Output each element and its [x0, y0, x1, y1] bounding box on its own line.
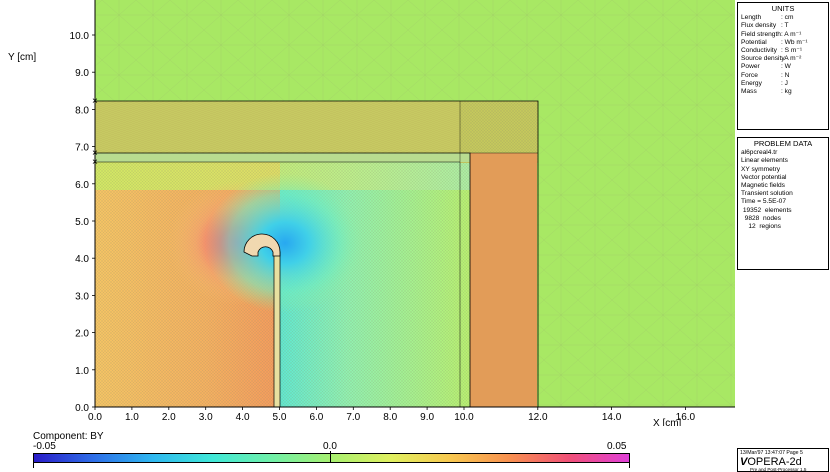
x-tick-label: 14.0 [602, 412, 622, 423]
conductor-head [243, 233, 281, 257]
problem-data-line: Transient solution [741, 190, 793, 198]
unit-name: Force [741, 71, 758, 79]
problem-data-line: Magnetic fields [741, 182, 785, 190]
colorbar-min-label: -0.05 [33, 441, 56, 452]
y-tick-label: 5.0 [75, 217, 89, 228]
unit-name: Energy [741, 79, 762, 87]
y-tick-label: 2.0 [75, 329, 89, 340]
unit-value: : W [781, 63, 791, 71]
y-tick-label: 0.0 [75, 403, 89, 414]
x-axis-label: X [cm] [653, 418, 682, 426]
problem-data-line: al6pcreal4.tr [741, 149, 778, 157]
y-tick-label: 7.0 [75, 143, 89, 154]
x-tick-label: 7.0 [346, 412, 360, 423]
problem-data-line: Linear elements [741, 157, 788, 165]
x-tick-label: 16.0 [676, 412, 696, 423]
x-tick-label: 6.0 [309, 412, 323, 423]
problem-data-line: XY symmetry [741, 165, 781, 173]
x-tick-label: 1.0 [125, 412, 139, 423]
y-tick-label: 6.0 [75, 180, 89, 191]
svg-text:×: × [92, 148, 98, 159]
unit-row: Source density: A m⁻² [741, 55, 825, 63]
unit-name: Field strength [741, 30, 781, 38]
problem-data-line: 19352 elements [741, 206, 792, 214]
unit-row: Force : N [741, 72, 825, 80]
x-tick-label: 10.0 [454, 412, 474, 423]
colorbar-gradient [33, 453, 630, 463]
problem-data-line: 9828 nodes [741, 214, 781, 222]
field-plot: × × × Y [cm] X [cm] 0.0 1.0 2.0 3.0 4.0 5.0 6.… [8, 0, 735, 426]
footer-subtitle: Pre and Post-Processor 1.5 [750, 467, 807, 472]
vf-logo-mark: V [740, 456, 748, 468]
x-tick-label: 3.0 [199, 412, 213, 423]
x-tick-label: 4.0 [236, 412, 250, 423]
colorbar-ticks [33, 451, 630, 469]
y-axis-label: Y [cm] [8, 52, 36, 63]
units-title: UNITS [771, 4, 795, 13]
x-tick-labels: 0.0 1.0 2.0 3.0 4.0 5.0 6.0 7.0 8.0 9.0 10.0 12.0 14… [88, 407, 696, 423]
x-tick-label: 5.0 [273, 412, 287, 423]
colorbar-title: Component: BY [33, 431, 104, 442]
unit-value: : N [781, 71, 790, 79]
unit-name: Length [741, 14, 762, 22]
unit-value: : A m⁻¹ [781, 30, 802, 38]
unit-row: Energy : J [741, 80, 825, 88]
y-tick-label: 10.0 [70, 31, 90, 42]
colorbar-mid-label: 0.0 [323, 441, 337, 452]
y-tick-label: 1.0 [75, 366, 89, 377]
footer-box: 13/Mar/97 13:47:07 Page 5 VOPERA-2d Pre … [737, 448, 829, 472]
colorbar-max-label: 0.05 [607, 441, 627, 452]
unit-value: : A m⁻² [781, 55, 802, 63]
y-tick-label: 4.0 [75, 254, 89, 265]
x-tick-label: 0.0 [88, 412, 102, 423]
unit-value: : S m⁻¹ [781, 47, 803, 55]
y-tick-label: 8.0 [75, 105, 89, 116]
conductor-post [273, 251, 281, 408]
unit-value: : Wb m⁻¹ [781, 38, 808, 46]
unit-row: Mass : kg [741, 88, 825, 96]
problem-data-panel: PROBLEM DATA al6pcreal4.tr Linear element… [737, 137, 829, 270]
x-tick-label: 2.0 [162, 412, 176, 423]
x-tick-label: 9.0 [420, 412, 434, 423]
unit-row: Field strength: A m⁻¹ [741, 31, 825, 39]
unit-row: Conductivity : S m⁻¹ [741, 47, 825, 55]
unit-name: Mass [741, 88, 757, 96]
unit-name: Power [741, 63, 760, 71]
y-tick-label: 9.0 [75, 68, 89, 79]
svg-text:×: × [92, 96, 98, 107]
problem-data-line: Vector potential [741, 173, 787, 181]
svg-text:×: × [92, 157, 98, 168]
unit-row: Flux density : T [741, 22, 825, 30]
units-panel: UNITS Length : cm Flux density : T Field str… [737, 2, 829, 130]
problem-data-line: Time = 5.5E-07 [741, 198, 787, 206]
footer-date: 13/Mar/97 13:47:07 Page 5 [740, 450, 803, 456]
unit-name: Conductivity [741, 47, 777, 55]
opera-logo-text: OPERA-2d [747, 456, 802, 468]
problem-data-title: PROBLEM DATA [753, 139, 813, 148]
unit-value: : cm [781, 14, 794, 22]
y-tick-labels: 0.0 1.0 2.0 3.0 4.0 5.0 6.0 7.0 8.0 9.0 10.0 [70, 31, 95, 414]
unit-row: Potential : Wb m⁻¹ [741, 39, 825, 47]
problem-data-line: 12 regions [741, 223, 781, 231]
opera-logo: VOPERA-2d [740, 456, 802, 468]
unit-value: : kg [781, 88, 792, 96]
x-tick-label: 8.0 [383, 412, 397, 423]
unit-row: Length : cm [741, 14, 825, 22]
negative-field-spot [205, 173, 365, 313]
unit-name: Source density [741, 55, 785, 63]
y-tick-label: 3.0 [75, 291, 89, 302]
unit-value: : T [781, 22, 789, 30]
colorbar-legend: Component: BY -0.05 0.0 0.05 [0, 426, 735, 472]
unit-name: Potential [741, 38, 767, 46]
x-tick-label: 12.0 [528, 412, 548, 423]
unit-name: Flux density [741, 22, 777, 30]
unit-value: : J [781, 79, 788, 87]
unit-row: Power : W [741, 63, 825, 71]
